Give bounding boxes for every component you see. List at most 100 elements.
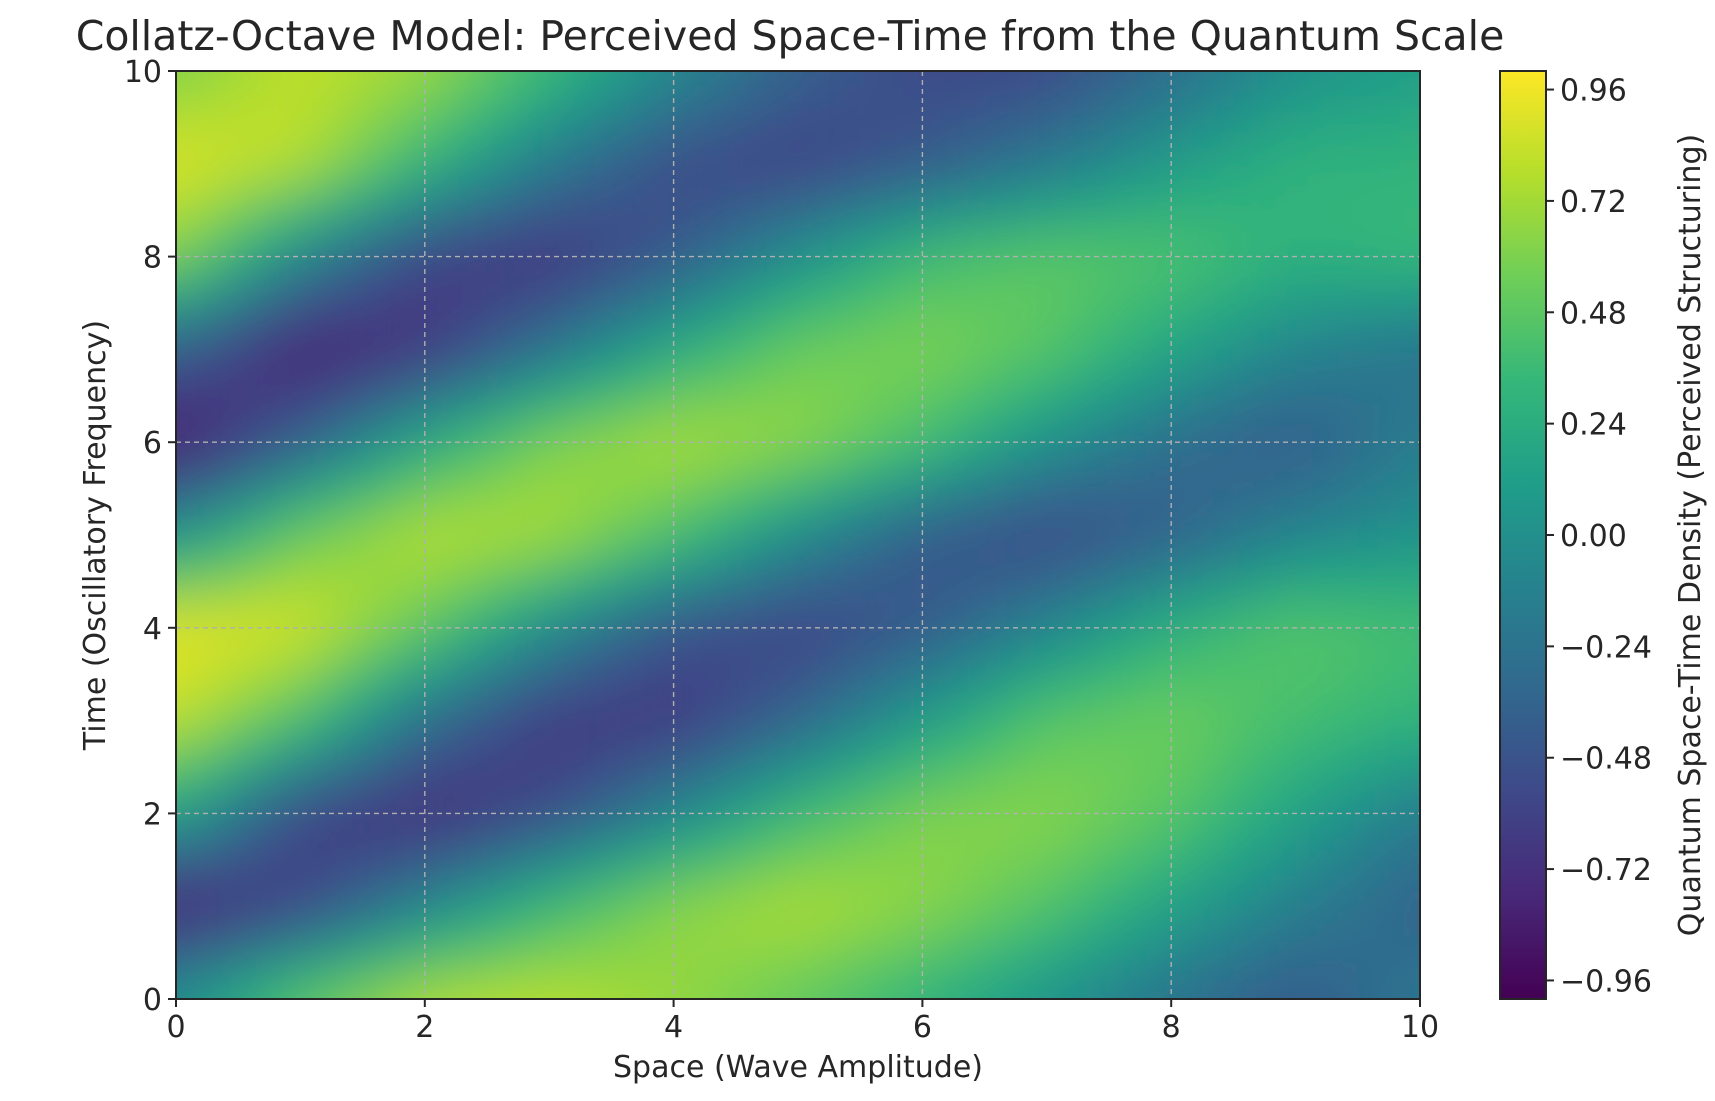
heatmap-cell xyxy=(424,670,447,691)
heatmap-cell xyxy=(1274,786,1297,807)
heatmap-cell xyxy=(1254,361,1276,381)
heatmap-cell xyxy=(258,863,281,884)
heatmap-cell xyxy=(321,554,343,575)
heatmap-cell xyxy=(258,167,281,188)
heatmap-cell xyxy=(798,883,820,903)
heatmap-cell xyxy=(1046,941,1069,961)
heatmap-cell xyxy=(1254,438,1276,459)
heatmap-cell xyxy=(1482,0,1503,14)
heatmap-cell xyxy=(798,902,820,923)
heatmap-cell xyxy=(1254,109,1276,130)
heatmap-cell xyxy=(735,767,758,787)
heatmap-cell xyxy=(114,400,135,420)
heatmap-cell xyxy=(549,728,571,749)
heatmap-cell xyxy=(1274,747,1297,768)
heatmap-cell xyxy=(1171,825,1193,845)
heatmap-cell xyxy=(1150,651,1172,671)
heatmap-cell xyxy=(258,612,281,633)
heatmap-cell xyxy=(1005,477,1027,497)
heatmap-cell xyxy=(1357,747,1380,768)
heatmap-cell xyxy=(1067,805,1089,826)
heatmap-cell xyxy=(321,651,343,671)
heatmap-cell xyxy=(383,438,405,459)
heatmap-cell xyxy=(196,747,219,768)
heatmap-cell xyxy=(549,1018,570,1038)
heatmap-cell xyxy=(632,361,654,381)
heatmap-cell xyxy=(1067,786,1089,807)
heatmap-cell xyxy=(943,670,965,691)
heatmap-cell xyxy=(1109,631,1131,652)
heatmap-cell xyxy=(445,960,467,981)
heatmap-cell xyxy=(1109,399,1131,420)
heatmap-cell xyxy=(1337,264,1359,285)
heatmap-cell xyxy=(196,341,219,362)
heatmap-cell xyxy=(1461,554,1482,574)
heatmap-cell xyxy=(1337,709,1359,729)
heatmap-cell xyxy=(404,419,426,439)
heatmap-cell xyxy=(591,1038,612,1058)
heatmap-cell xyxy=(1254,844,1276,865)
heatmap-cell xyxy=(1337,187,1359,207)
heatmap-cell xyxy=(446,32,467,52)
heatmap-cell xyxy=(1420,71,1441,91)
heatmap-cell xyxy=(507,167,530,188)
heatmap-cell xyxy=(694,515,716,536)
heatmap-cell xyxy=(1295,631,1317,652)
heatmap-cell xyxy=(1129,187,1152,207)
heatmap-cell xyxy=(279,380,301,401)
heatmap-cell xyxy=(238,979,260,999)
heatmap-cell xyxy=(901,593,923,613)
heatmap-cell xyxy=(1150,902,1172,923)
heatmap-cell xyxy=(1212,283,1234,304)
heatmap-cell xyxy=(860,960,882,981)
heatmap-cell xyxy=(1254,515,1276,536)
heatmap-cell xyxy=(93,264,114,284)
heatmap-cell xyxy=(404,380,426,401)
heatmap-cell xyxy=(673,960,695,981)
heatmap-cell xyxy=(715,883,737,903)
heatmap-cell xyxy=(1067,593,1089,613)
heatmap-cell xyxy=(673,477,695,497)
heatmap-cell xyxy=(1067,245,1089,265)
heatmap-cell xyxy=(176,477,177,497)
heatmap-cell xyxy=(798,515,820,536)
heatmap-cell xyxy=(258,206,281,227)
heatmap-cell xyxy=(777,399,799,420)
heatmap-cell xyxy=(1150,921,1172,942)
heatmap-cell xyxy=(1337,863,1359,884)
heatmap-cell xyxy=(549,1057,570,1077)
heatmap-cell xyxy=(1109,419,1131,439)
heatmap-cell xyxy=(1212,844,1234,865)
heatmap-cell xyxy=(735,264,758,285)
heatmap-cell xyxy=(674,13,695,33)
heatmap-cell xyxy=(715,554,737,575)
heatmap-cell xyxy=(528,999,549,1019)
heatmap-cell xyxy=(404,322,426,343)
heatmap-cell xyxy=(176,361,198,381)
heatmap-cell xyxy=(922,979,944,999)
heatmap-cell xyxy=(487,90,509,111)
heatmap-cell xyxy=(487,129,509,149)
heatmap-cell xyxy=(860,0,881,14)
heatmap-cell xyxy=(279,786,301,807)
heatmap-cell xyxy=(1254,631,1276,652)
heatmap-cell xyxy=(984,960,1006,981)
heatmap-cell xyxy=(1357,689,1380,710)
heatmap-cell xyxy=(114,13,135,33)
heatmap-cell xyxy=(756,960,778,981)
heatmap-cell xyxy=(507,651,530,671)
heatmap-cell xyxy=(839,554,861,575)
heatmap-cell xyxy=(984,767,1006,787)
heatmap-cell xyxy=(1275,32,1296,52)
heatmap-cell xyxy=(1357,148,1380,169)
heatmap-cell xyxy=(1378,129,1400,149)
heatmap-cell xyxy=(964,0,985,14)
heatmap-cell xyxy=(1046,902,1069,923)
heatmap-cell xyxy=(466,264,488,285)
heatmap-cell xyxy=(963,361,986,381)
heatmap-cell xyxy=(1378,728,1400,749)
heatmap-cell xyxy=(217,283,239,304)
heatmap-cell xyxy=(155,13,176,33)
heatmap-cell xyxy=(632,709,654,729)
heatmap-cell xyxy=(590,167,612,188)
